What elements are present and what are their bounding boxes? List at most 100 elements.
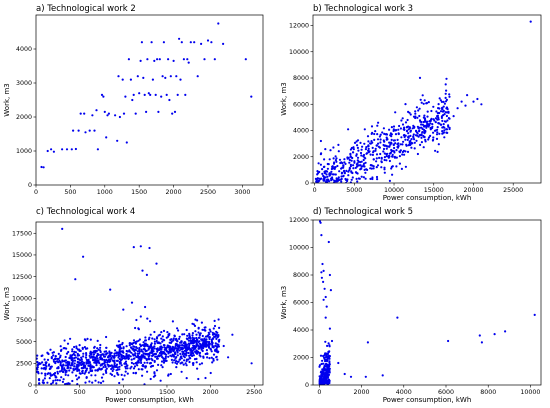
data-point	[178, 344, 181, 347]
data-point	[338, 158, 342, 161]
data-point	[115, 351, 118, 354]
data-point	[328, 158, 331, 161]
y-tick-label: 12000	[289, 23, 309, 30]
data-point	[74, 147, 77, 151]
data-point	[93, 361, 96, 364]
x-tick-label: 0	[313, 187, 317, 194]
data-point	[44, 364, 47, 367]
data-point	[410, 141, 413, 144]
data-point	[182, 350, 185, 353]
data-point	[50, 357, 53, 360]
data-point	[86, 337, 89, 340]
data-point	[373, 138, 376, 141]
data-point	[328, 273, 331, 277]
data-point	[322, 377, 325, 380]
data-point	[210, 340, 213, 343]
data-point	[130, 351, 133, 354]
data-point	[191, 354, 194, 357]
y-tick-label: 4000	[293, 327, 309, 334]
data-point	[162, 329, 166, 332]
data-point	[328, 344, 331, 347]
data-point	[439, 99, 442, 102]
data-point	[212, 353, 216, 356]
data-point	[389, 134, 392, 137]
data-point	[421, 123, 424, 126]
data-point	[186, 348, 189, 351]
data-point	[199, 355, 202, 358]
data-point	[153, 340, 156, 343]
data-point	[328, 180, 331, 183]
data-point	[183, 333, 186, 336]
data-point	[137, 368, 140, 371]
data-point	[178, 37, 181, 40]
data-point	[202, 356, 205, 359]
data-point	[418, 107, 421, 110]
data-point	[324, 340, 327, 343]
data-point	[92, 353, 96, 356]
data-point	[385, 138, 388, 141]
data-point	[529, 20, 532, 23]
y-tick-label: 8000	[293, 272, 309, 279]
data-point	[94, 349, 97, 352]
data-point	[396, 316, 399, 319]
data-point	[445, 77, 448, 80]
data-point	[96, 357, 99, 360]
data-point	[401, 117, 404, 120]
data-point	[69, 364, 72, 367]
data-point	[125, 354, 128, 357]
data-point	[175, 344, 178, 347]
data-point	[64, 355, 67, 359]
data-point	[193, 41, 196, 44]
data-point	[146, 361, 149, 364]
data-point	[416, 132, 419, 135]
data-point	[365, 152, 369, 155]
data-point	[347, 174, 350, 177]
data-point	[67, 382, 70, 385]
data-point	[405, 143, 408, 146]
data-point	[114, 349, 117, 352]
data-point	[321, 359, 324, 362]
data-point	[139, 315, 142, 318]
data-point	[133, 365, 137, 368]
data-point	[322, 379, 325, 382]
data-point	[68, 356, 71, 360]
data-point	[116, 366, 119, 369]
data-point	[100, 93, 104, 96]
data-point	[322, 298, 325, 301]
data-point	[420, 133, 423, 136]
data-point	[213, 319, 216, 322]
data-point	[82, 352, 85, 355]
data-point	[187, 339, 190, 342]
data-point	[144, 336, 147, 339]
data-point	[326, 344, 329, 347]
data-point	[144, 366, 147, 369]
data-point	[364, 375, 367, 378]
data-point	[319, 221, 322, 224]
data-point	[250, 362, 253, 365]
data-point	[324, 374, 327, 378]
data-point	[208, 342, 211, 345]
data-point	[444, 92, 447, 95]
data-point	[429, 118, 432, 122]
data-point	[69, 337, 72, 340]
data-point	[393, 151, 396, 154]
data-point	[356, 165, 359, 168]
data-point	[201, 328, 204, 331]
chart-panel-4: d) Technological work 5 0 2000 4000 6000 8000…	[280, 207, 542, 404]
data-point	[367, 147, 370, 150]
data-point	[87, 371, 90, 374]
data-point	[73, 359, 77, 362]
data-point	[180, 357, 183, 360]
data-point	[153, 330, 156, 334]
data-point	[250, 95, 253, 98]
data-point	[153, 338, 156, 341]
data-point	[456, 107, 459, 110]
data-point	[122, 112, 126, 115]
data-point	[211, 343, 214, 346]
data-point	[195, 333, 198, 336]
y-axis-label: Work, m3	[3, 83, 11, 116]
data-point	[177, 347, 180, 350]
data-point	[102, 380, 105, 383]
data-point	[124, 95, 127, 98]
data-point	[184, 341, 187, 344]
